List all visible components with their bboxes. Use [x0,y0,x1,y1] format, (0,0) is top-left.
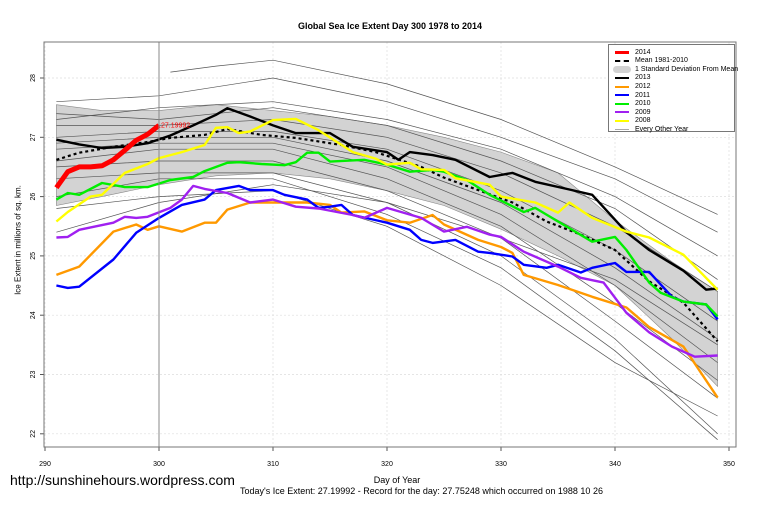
legend-key [613,125,631,133]
legend-label: 1 Standard Deviation From Mean [635,65,739,73]
website-watermark: http://sunshinehours.wordpress.com [10,472,235,488]
legend-key [613,83,631,91]
legend-label: 2012 [635,83,651,90]
legend-item: 2014 [613,48,734,56]
series-line-2011 [56,184,719,321]
legend: 2014 Mean 1981-2010 1 Standard Deviation F… [608,44,738,133]
legend-item: 1 Standard Deviation From Mean [613,65,738,73]
std-deviation-band [56,104,718,388]
x-tick-label: 330 [495,461,507,468]
legend-key [613,65,631,73]
legend-item: 2013 [613,74,734,82]
legend-item: Every Other Year [613,125,734,133]
mean-line [56,127,719,343]
legend-item: 2008 [613,117,734,125]
legend-label: Mean 1981-2010 [635,57,688,65]
legend-key [613,100,631,108]
x-tick-label: 320 [381,461,393,468]
legend-label: 2011 [635,91,651,99]
legend-key [613,117,631,125]
x-axis-label: Day of Year [373,475,421,485]
y-tick-label: 27 [30,133,37,141]
legend-label: 2013 [635,74,651,82]
current-value-annotation: 27.19992 [161,122,190,129]
legend-label: Every Other Year [635,125,689,133]
x-tick-label: 290 [39,461,51,468]
legend-item: Mean 1981-2010 [613,57,734,65]
plot-area: 27.19992 [54,42,719,447]
series-line-2012 [55,201,719,399]
legend-item: 2009 [613,108,734,116]
series-line-2014 [54,123,161,190]
legend-key [613,91,631,99]
legend-label: 2014 [635,48,651,56]
footnote-summary: Today's Ice Extent: 27.19992 - Record fo… [240,486,603,496]
legend-label: 2008 [635,117,651,125]
x-tick-label: 350 [723,461,735,468]
y-tick-label: 23 [30,371,37,379]
series-line-2009 [56,184,718,358]
legend-item: 2010 [613,99,734,107]
y-tick-label: 26 [30,193,37,201]
legend-key [613,74,631,82]
legend-item: 2012 [613,82,734,90]
x-tick-label: 310 [267,461,279,468]
y-tick-label: 25 [30,252,37,260]
legend-label: 2009 [635,108,651,116]
chart-title: Global Sea Ice Extent Day 300 1978 to 20… [297,21,483,31]
series-line-2010 [55,151,719,318]
legend-key [613,108,631,116]
other-year-line [170,59,718,215]
y-tick-label: 28 [30,74,37,82]
y-tick-label: 22 [30,430,37,438]
legend-key [613,57,631,65]
plot-frame [43,41,737,448]
series-line-2013 [56,106,718,291]
x-tick-label: 340 [609,461,621,468]
legend-label: 2010 [635,100,651,108]
x-tick-label: 300 [153,461,165,468]
other-year-line [56,178,718,440]
legend-key [613,48,631,56]
series-line-2008 [55,117,719,291]
y-axis-label: Ice Extent in millions of sq. km. [13,185,23,295]
y-tick-label: 24 [30,311,37,319]
legend-item: 2011 [613,91,734,99]
